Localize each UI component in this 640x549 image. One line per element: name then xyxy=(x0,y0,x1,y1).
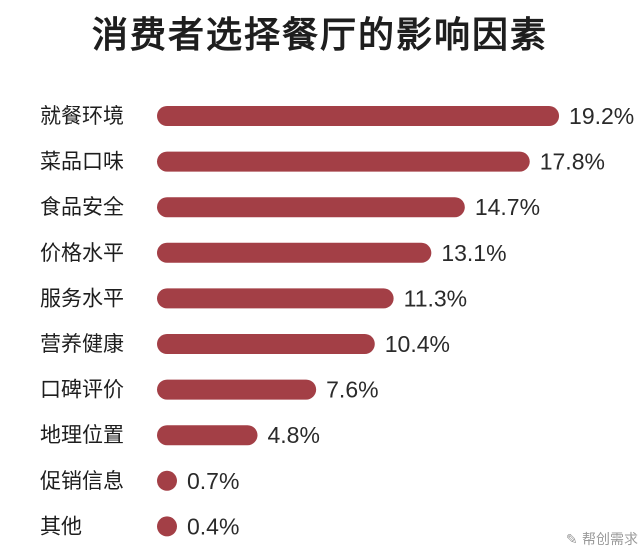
bar xyxy=(157,516,177,537)
bar xyxy=(157,288,394,309)
value-label: 13.1% xyxy=(441,240,506,266)
bar xyxy=(157,425,258,446)
category-label: 其他 xyxy=(40,514,82,538)
value-label: 10.4% xyxy=(385,331,450,357)
category-label: 价格水平 xyxy=(40,241,124,265)
value-label: 4.8% xyxy=(268,422,320,448)
watermark: ✎ 帮创需求 xyxy=(565,532,638,548)
bar xyxy=(157,334,375,354)
value-label: 0.4% xyxy=(187,513,239,539)
value-label: 17.8% xyxy=(540,149,605,175)
category-label: 营养健康 xyxy=(40,332,124,356)
bar xyxy=(157,242,432,263)
bar xyxy=(157,379,317,400)
value-label: 19.2% xyxy=(569,103,634,129)
category-label: 菜品口味 xyxy=(40,150,124,174)
category-label: 口碑评价 xyxy=(40,378,124,402)
value-label: 14.7% xyxy=(475,194,540,220)
bar xyxy=(157,197,465,218)
bar xyxy=(157,151,530,172)
chart-title: 消费者选择餐厅的影响因素 xyxy=(91,15,548,56)
category-label: 地理位置 xyxy=(40,423,124,447)
category-label: 促销信息 xyxy=(40,469,124,493)
bar xyxy=(157,106,560,126)
category-label: 就餐环境 xyxy=(40,104,124,128)
value-label: 0.7% xyxy=(187,468,239,494)
value-label: 7.6% xyxy=(326,377,378,403)
category-label: 食品安全 xyxy=(40,195,124,219)
value-label: 11.3% xyxy=(404,285,468,311)
bar xyxy=(157,470,177,491)
category-label: 服务水平 xyxy=(40,286,124,310)
